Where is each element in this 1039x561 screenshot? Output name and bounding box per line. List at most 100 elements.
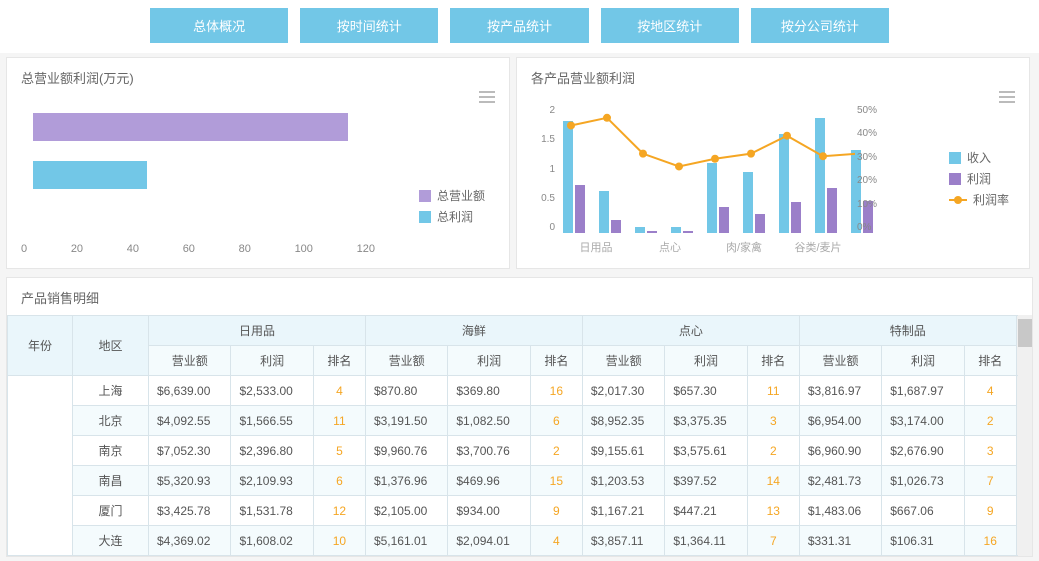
chart-panels: 总营业额利润(万元) 020406080100120总营业额总利润 各产品营业额… (0, 53, 1039, 273)
chart2-bar2-7 (827, 188, 837, 233)
cell: $3,375.35 (665, 406, 747, 436)
cell: 7 (747, 526, 799, 556)
cell: $4,369.02 (149, 526, 231, 556)
table-row: 厦门$3,425.78$1,531.7812$2,105.00$934.009$… (8, 496, 1032, 526)
cell: $9,960.76 (365, 436, 447, 466)
cell: $4,092.55 (149, 406, 231, 436)
th-year: 年份 (8, 316, 73, 376)
chart2-plot-area (559, 105, 855, 233)
cell-region: 北京 (73, 406, 149, 436)
chart2-bar2-0 (575, 185, 585, 233)
cell: 16 (530, 376, 582, 406)
chart1-bar-1 (33, 161, 147, 189)
cell: 4 (530, 526, 582, 556)
cell: 6 (313, 466, 365, 496)
cell: $3,700.76 (448, 436, 530, 466)
cell: $2,094.01 (448, 526, 530, 556)
th-sub: 营业额 (149, 346, 231, 376)
th-sub: 排名 (313, 346, 365, 376)
cell: $397.52 (665, 466, 747, 496)
cell: $469.96 (448, 466, 530, 496)
cell: $6,954.00 (799, 406, 881, 436)
cell: $3,174.00 (882, 406, 964, 436)
cell: 5 (313, 436, 365, 466)
th-sub: 排名 (964, 346, 1016, 376)
cell: $1,687.97 (882, 376, 964, 406)
cell: $3,575.61 (665, 436, 747, 466)
chart1-bar-0 (33, 113, 348, 141)
cell: $1,608.02 (231, 526, 313, 556)
cell: $667.06 (882, 496, 964, 526)
cell: 11 (313, 406, 365, 436)
table-row: 南昌$5,320.93$2,109.936$1,376.96$469.9615$… (8, 466, 1032, 496)
cell-region: 上海 (73, 376, 149, 406)
cell: $5,161.01 (365, 526, 447, 556)
th-sub: 营业额 (582, 346, 664, 376)
cell: 16 (964, 526, 1016, 556)
chart2-bar2-4 (719, 207, 729, 233)
table-scrollbar-track[interactable] (1018, 315, 1032, 556)
chart2-bar1-2 (635, 227, 645, 233)
nav-tab-4[interactable]: 按分公司统计 (751, 8, 889, 43)
chart2-bar2-2 (647, 231, 657, 233)
table-wrap: 年份地区日用品海鲜点心特制品营业额利润排名营业额利润排名营业额利润排名营业额利润… (7, 315, 1032, 556)
th-group-1: 海鲜 (365, 316, 582, 346)
cell: $3,816.97 (799, 376, 881, 406)
nav-tab-2[interactable]: 按产品统计 (450, 8, 588, 43)
th-sub: 排名 (747, 346, 799, 376)
cell-region: 厦门 (73, 496, 149, 526)
chart2-bar1-3 (671, 227, 681, 233)
cell: 9 (964, 496, 1016, 526)
cell: $2,105.00 (365, 496, 447, 526)
cell-region: 大连 (73, 526, 149, 556)
cell: $2,017.30 (582, 376, 664, 406)
cell: $2,481.73 (799, 466, 881, 496)
th-group-3: 特制品 (799, 316, 1016, 346)
chart2-bar1-0 (563, 121, 573, 233)
chart2-legend: 收入利润利润率 (949, 145, 1009, 212)
cell-region: 南昌 (73, 466, 149, 496)
chart1-menu-icon[interactable] (479, 88, 495, 106)
cell: $1,376.96 (365, 466, 447, 496)
nav-tab-3[interactable]: 按地区统计 (601, 8, 739, 43)
cell: $3,425.78 (149, 496, 231, 526)
th-sub: 利润 (665, 346, 747, 376)
th-sub: 利润 (448, 346, 530, 376)
cell: $369.80 (448, 376, 530, 406)
cell: $1,167.21 (582, 496, 664, 526)
cell-region: 南京 (73, 436, 149, 466)
th-group-2: 点心 (582, 316, 799, 346)
chart2-bar2-1 (611, 220, 621, 233)
table-scrollbar-thumb[interactable] (1018, 319, 1032, 347)
chart2-title: 各产品营业额利润 (531, 68, 1015, 87)
cell: $7,052.30 (149, 436, 231, 466)
cell: $934.00 (448, 496, 530, 526)
cell: $5,320.93 (149, 466, 231, 496)
cell: $9,155.61 (582, 436, 664, 466)
cell: 4 (313, 376, 365, 406)
chart2-bar2-3 (683, 231, 693, 233)
cell: 7 (964, 466, 1016, 496)
cell: $2,109.93 (231, 466, 313, 496)
chart2-menu-icon[interactable] (999, 88, 1015, 106)
nav-tab-1[interactable]: 按时间统计 (300, 8, 438, 43)
cell: 3 (747, 406, 799, 436)
nav-tabs: 总体概况按时间统计按产品统计按地区统计按分公司统计 (0, 0, 1039, 53)
cell: 3 (964, 436, 1016, 466)
cell-year (8, 376, 73, 556)
cell: $6,639.00 (149, 376, 231, 406)
cell: $2,396.80 (231, 436, 313, 466)
nav-tab-0[interactable]: 总体概况 (150, 8, 288, 43)
panel-sales-detail: 产品销售明细 年份地区日用品海鲜点心特制品营业额利润排名营业额利润排名营业额利润… (6, 277, 1033, 557)
cell: $331.31 (799, 526, 881, 556)
chart2-bar1-7 (815, 118, 825, 233)
cell: 10 (313, 526, 365, 556)
sales-table: 年份地区日用品海鲜点心特制品营业额利润排名营业额利润排名营业额利润排名营业额利润… (7, 315, 1032, 556)
cell: $1,364.11 (665, 526, 747, 556)
chart2-bar2-6 (791, 202, 801, 233)
cell: $870.80 (365, 376, 447, 406)
cell: $1,082.50 (448, 406, 530, 436)
table-row: 上海$6,639.00$2,533.004$870.80$369.8016$2,… (8, 376, 1032, 406)
chart2-bar1-5 (743, 172, 753, 233)
cell: 6 (530, 406, 582, 436)
